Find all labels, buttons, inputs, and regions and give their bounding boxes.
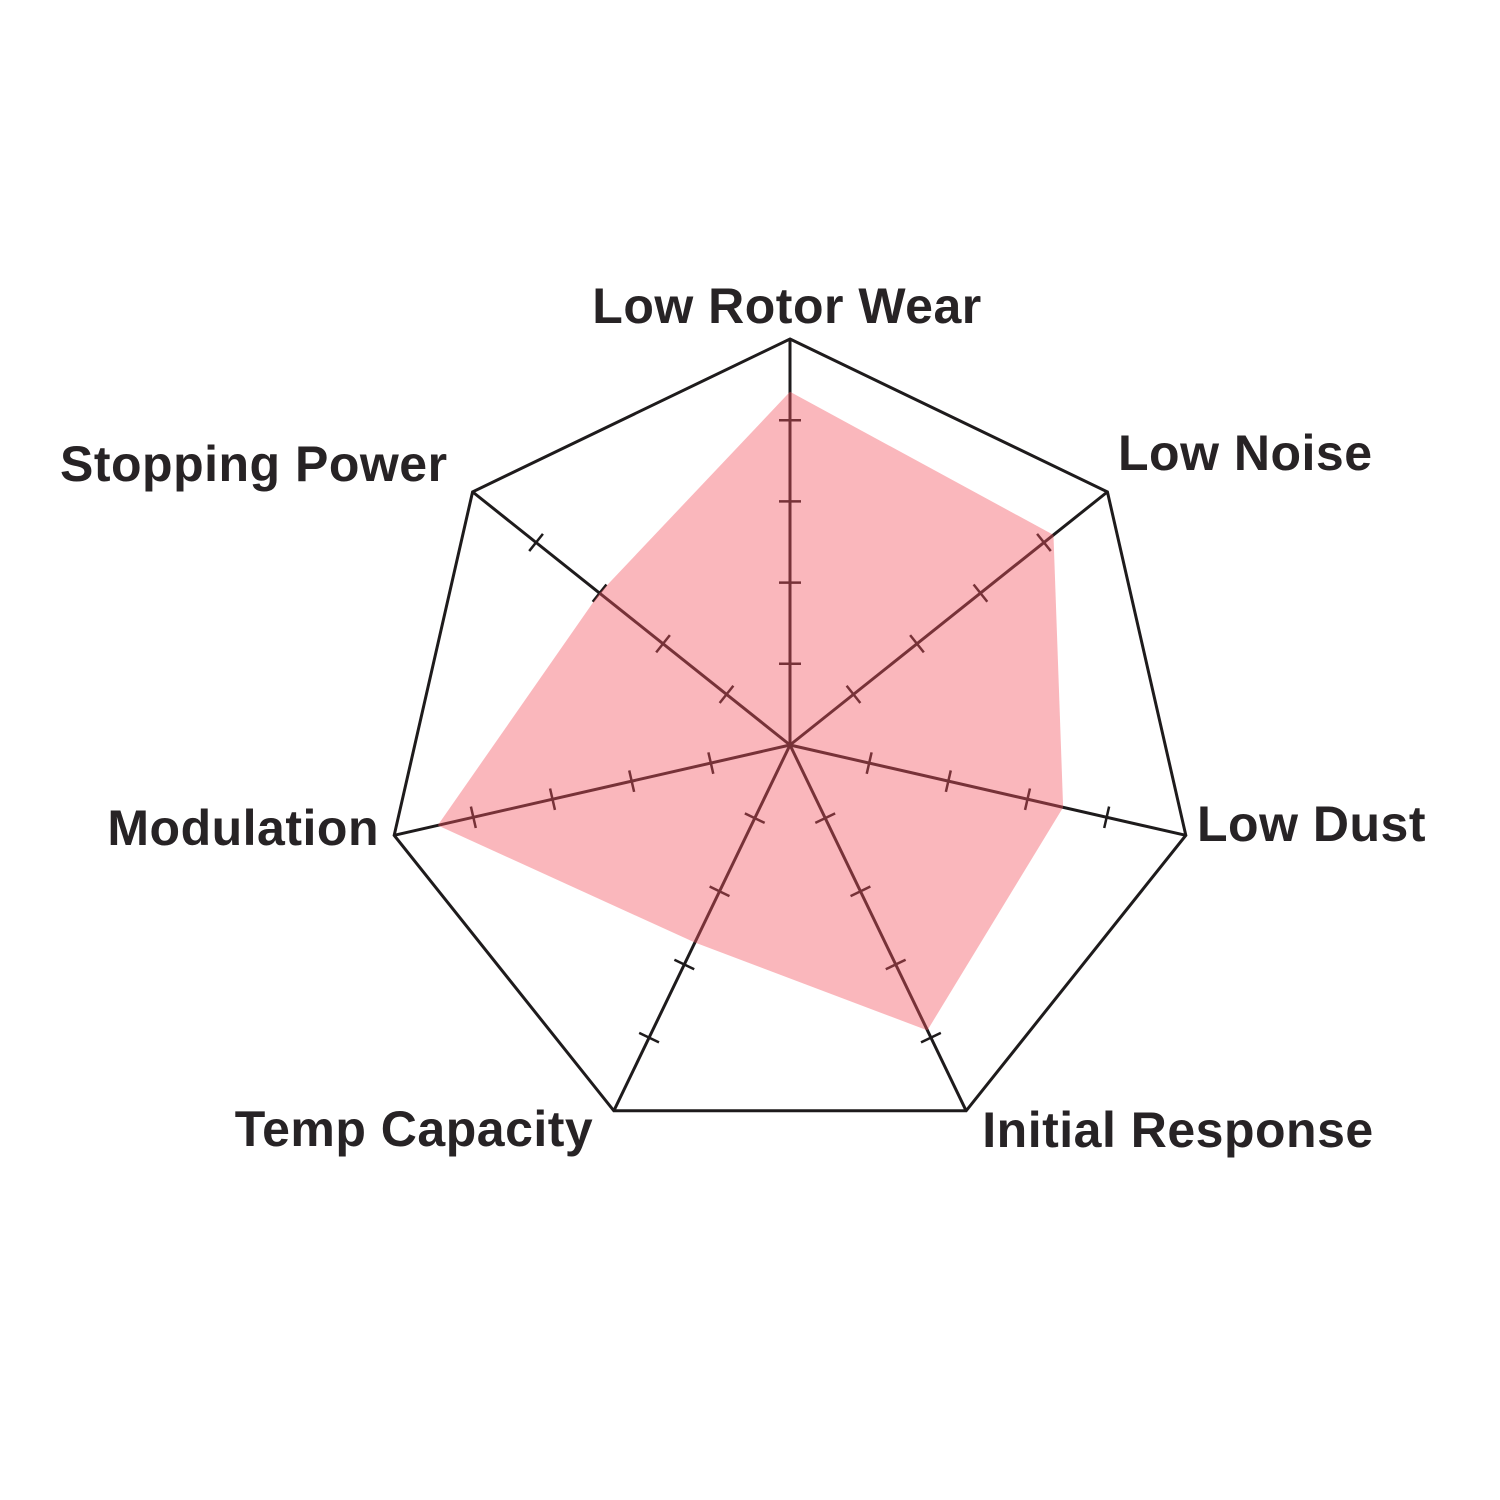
- radar-tick-mark: [885, 958, 907, 971]
- radar-axis-line: [788, 744, 968, 1112]
- radar-tick-mark: [591, 583, 608, 603]
- radar-tick-mark: [655, 634, 671, 654]
- radar-axis-line: [789, 743, 1187, 837]
- radar-tick-mark: [865, 752, 873, 775]
- axis-label-low-noise: Low Noise: [1118, 425, 1373, 481]
- radar-tick-mark: [469, 806, 478, 829]
- radar-tick-mark: [1023, 788, 1032, 811]
- radar-tick-mark: [638, 1031, 660, 1044]
- radar-tick-mark: [673, 958, 695, 971]
- radar-tick-mark: [1102, 806, 1111, 829]
- radar-tick-mark: [548, 788, 557, 811]
- radar-tick-mark: [944, 770, 952, 793]
- radar-tick-mark: [920, 1031, 942, 1044]
- radar-tick-mark: [814, 812, 836, 825]
- radar-axis-line: [612, 744, 792, 1112]
- axis-label-low-rotor-wear: Low Rotor Wear: [592, 278, 982, 334]
- radar-axis-line: [471, 490, 791, 747]
- radar-tick-mark: [744, 812, 766, 825]
- radar-axis-line: [789, 490, 1109, 747]
- radar-tick-mark: [1036, 533, 1052, 552]
- radar-tick-mark: [909, 634, 925, 654]
- axis-label-low-dust: Low Dust: [1197, 796, 1426, 852]
- axis-label-initial-response: Initial Response: [982, 1102, 1374, 1158]
- radar-outline: [392, 337, 1188, 1113]
- radar-data-polygon: [437, 391, 1064, 1031]
- radar-tick-mark: [850, 885, 871, 898]
- axis-label-stopping-power: Stopping Power: [60, 436, 448, 492]
- radar-tick-mark: [718, 684, 735, 704]
- axis-label-temp-capacity: Temp Capacity: [234, 1101, 594, 1157]
- radar-axis-line: [393, 743, 791, 837]
- axis-label-modulation: Modulation: [107, 800, 379, 856]
- radar-tick-mark: [707, 752, 715, 775]
- radar-tick-mark: [709, 885, 730, 898]
- radar-tick-mark: [972, 583, 989, 603]
- radar-tick-mark: [845, 684, 862, 704]
- radar-tick-mark: [628, 770, 636, 793]
- radar-tick-mark: [528, 533, 544, 552]
